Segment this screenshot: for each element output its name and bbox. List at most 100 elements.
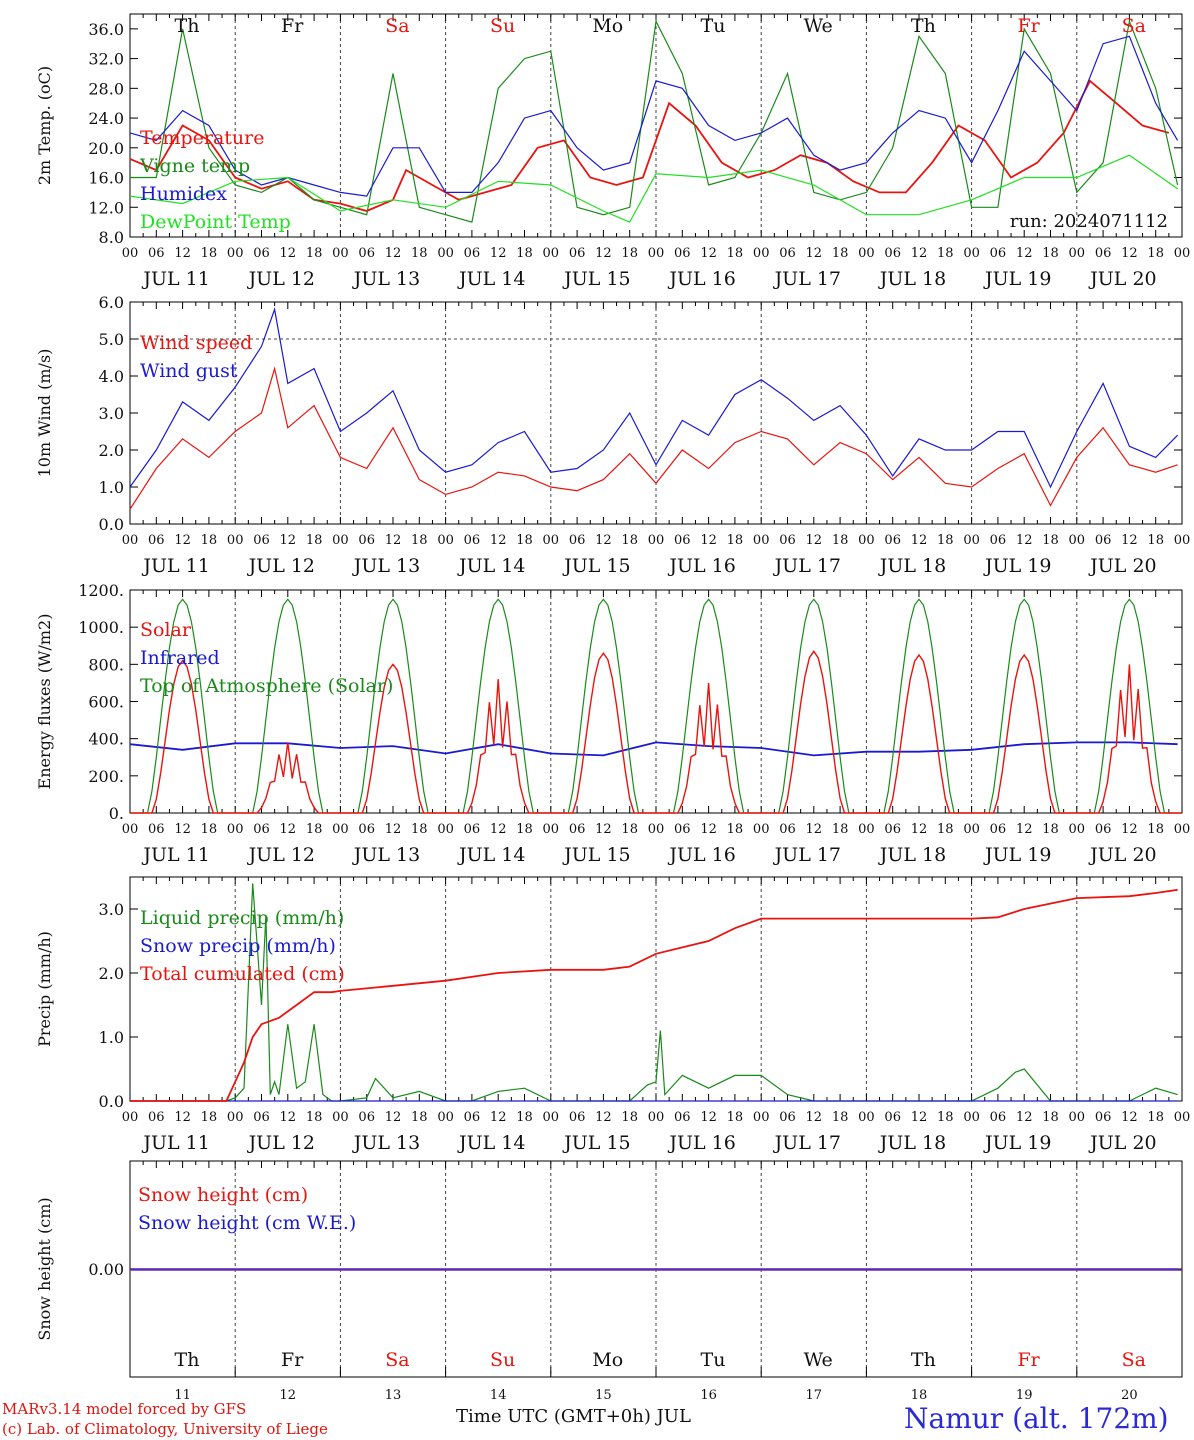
day-number: 13 bbox=[385, 1388, 402, 1403]
day-name: Fr bbox=[1017, 15, 1040, 37]
hour-label: 06 bbox=[464, 533, 481, 548]
day-number: 16 bbox=[700, 1388, 717, 1403]
hour-label: 00 bbox=[332, 1110, 349, 1125]
legend-entry: Total cumulated (cm) bbox=[140, 963, 345, 985]
hour-label: 00 bbox=[1069, 533, 1086, 548]
date-label: JUL 14 bbox=[457, 268, 525, 290]
hour-label: 12 bbox=[280, 1110, 297, 1125]
hour-label: 18 bbox=[306, 533, 323, 548]
hour-label: 12 bbox=[1121, 822, 1138, 837]
legend-entry: Humidex bbox=[140, 183, 227, 205]
hour-label: 06 bbox=[884, 246, 901, 261]
hour-label: 06 bbox=[358, 1110, 375, 1125]
panel-3 bbox=[129, 589, 1183, 814]
hour-label: 00 bbox=[1069, 246, 1086, 261]
series-line bbox=[130, 19, 1179, 223]
legend-entry: Snow precip (mm/h) bbox=[140, 935, 336, 957]
hour-label: 12 bbox=[595, 1110, 612, 1125]
hour-label: 18 bbox=[1147, 822, 1164, 837]
date-label: JUL 16 bbox=[667, 268, 735, 290]
hour-label: 12 bbox=[174, 246, 191, 261]
hour-label: 18 bbox=[832, 1110, 849, 1125]
y-tick-label: 1.0 bbox=[99, 1028, 124, 1047]
hour-label: 06 bbox=[569, 533, 586, 548]
series-line bbox=[129, 154, 1178, 223]
hour-label: 00 bbox=[122, 822, 139, 837]
hour-label: 18 bbox=[516, 1110, 533, 1125]
day-name: Tu bbox=[701, 15, 726, 37]
hour-label: 06 bbox=[674, 533, 691, 548]
hour-label: 00 bbox=[332, 533, 349, 548]
day-number: 11 bbox=[174, 1388, 191, 1403]
hour-label: 06 bbox=[779, 533, 796, 548]
hour-label: 12 bbox=[280, 822, 297, 837]
y-tick-label: 8.0 bbox=[99, 228, 124, 247]
hour-label: 00 bbox=[648, 246, 665, 261]
hour-label: 00 bbox=[1069, 1110, 1086, 1125]
day-number: 17 bbox=[806, 1388, 823, 1403]
hour-label: 18 bbox=[621, 1110, 638, 1125]
day-name: Th bbox=[175, 15, 200, 37]
date-label: JUL 12 bbox=[247, 268, 315, 290]
hour-label: 00 bbox=[332, 822, 349, 837]
hour-label: 06 bbox=[990, 822, 1007, 837]
date-label: JUL 18 bbox=[878, 1132, 946, 1154]
hour-label: 12 bbox=[385, 1110, 402, 1125]
y-tick-label: 6.0 bbox=[99, 293, 124, 312]
date-label: JUL 14 bbox=[457, 844, 525, 866]
hour-label: 06 bbox=[464, 822, 481, 837]
hour-label: 12 bbox=[1121, 246, 1138, 261]
hour-label: 18 bbox=[1147, 1110, 1164, 1125]
date-label: JUL 12 bbox=[247, 844, 315, 866]
hour-label: 18 bbox=[937, 246, 954, 261]
hour-label: 00 bbox=[227, 533, 244, 548]
hour-label: 00 bbox=[753, 822, 770, 837]
day-name: Th bbox=[911, 15, 936, 37]
hour-label: 18 bbox=[937, 822, 954, 837]
hour-label: 12 bbox=[1016, 822, 1033, 837]
hour-label: 06 bbox=[884, 1110, 901, 1125]
day-name: Mo bbox=[592, 1349, 623, 1371]
day-number: 18 bbox=[911, 1388, 928, 1403]
hour-label: 12 bbox=[806, 246, 823, 261]
hour-label: 06 bbox=[569, 1110, 586, 1125]
hour-label: 00 bbox=[963, 1110, 980, 1125]
date-label: JUL 17 bbox=[773, 268, 841, 290]
hour-label: 18 bbox=[937, 533, 954, 548]
day-name: Sa bbox=[1122, 15, 1146, 37]
series-line bbox=[130, 650, 1182, 814]
hour-label: 12 bbox=[806, 822, 823, 837]
y-tick-label: 1000. bbox=[78, 618, 124, 637]
hour-label: 06 bbox=[1095, 533, 1112, 548]
date-label: JUL 12 bbox=[247, 555, 315, 577]
day-number: 14 bbox=[490, 1388, 507, 1403]
hour-label: 06 bbox=[990, 246, 1007, 261]
hour-label: 18 bbox=[306, 1110, 323, 1125]
y-tick-label: 3.0 bbox=[99, 404, 124, 423]
date-label: JUL 13 bbox=[352, 268, 420, 290]
hour-label: 12 bbox=[174, 822, 191, 837]
hour-label: 18 bbox=[727, 246, 744, 261]
day-name: Sa bbox=[385, 1349, 409, 1371]
day-name: Fr bbox=[1017, 1349, 1040, 1371]
hour-label: 00 bbox=[963, 246, 980, 261]
hour-label: 12 bbox=[1016, 1110, 1033, 1125]
date-label: JUL 16 bbox=[667, 1132, 735, 1154]
hour-label: 18 bbox=[832, 822, 849, 837]
hour-label: 18 bbox=[411, 533, 428, 548]
hour-label: 06 bbox=[358, 822, 375, 837]
hour-label: 12 bbox=[595, 822, 612, 837]
hour-label: 12 bbox=[806, 533, 823, 548]
hour-label: 06 bbox=[253, 246, 270, 261]
date-label: JUL 15 bbox=[562, 268, 630, 290]
hour-label: 00 bbox=[1174, 822, 1191, 837]
hour-label: 00 bbox=[332, 246, 349, 261]
hour-label: 06 bbox=[779, 1110, 796, 1125]
hour-label: 06 bbox=[148, 533, 165, 548]
y-axis-label: Energy fluxes (W/m2) bbox=[35, 614, 54, 790]
date-label: JUL 13 bbox=[352, 1132, 420, 1154]
y-tick-label: 1.0 bbox=[99, 478, 124, 497]
hour-label: 06 bbox=[990, 1110, 1007, 1125]
hour-label: 12 bbox=[911, 822, 928, 837]
